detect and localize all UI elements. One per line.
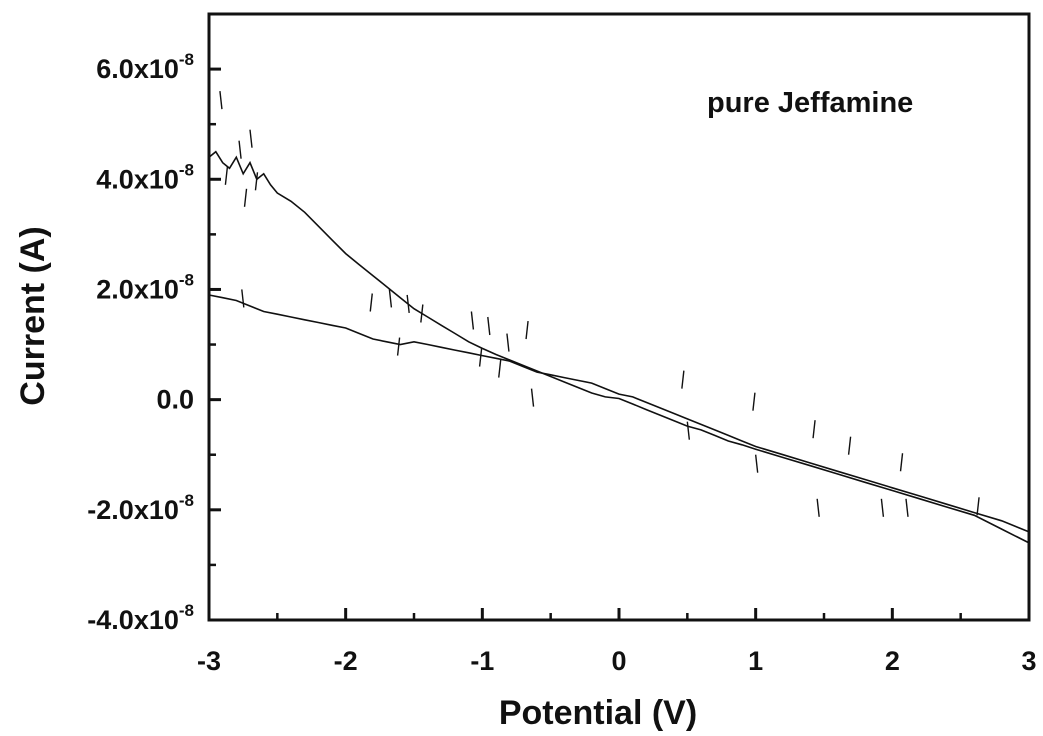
noise-spike [816, 498, 820, 517]
noise-spike [219, 91, 223, 110]
plot-lines [208, 91, 1030, 544]
noise-spike [686, 421, 691, 440]
noise-spike [506, 333, 510, 352]
noise-spike [396, 337, 401, 356]
y-tick-label: 0.0 [156, 385, 194, 415]
noise-spike [470, 311, 475, 330]
y-axis-ticks: -4.0x10-8 -2.0x10-8 0.0 2.0x10-8 4.0x10-8 6.0… [87, 12, 221, 635]
noise-spike [681, 370, 685, 389]
noise-spike [847, 436, 852, 455]
x-tick-label: -3 [197, 646, 221, 676]
y-tick-exponent: -8 [179, 160, 194, 179]
noise-spike [420, 304, 424, 323]
y-tick-label: 4.0x10-8 [96, 160, 194, 194]
noise-spike [899, 453, 904, 472]
noise-spike [752, 392, 756, 411]
x-tick-label: -1 [470, 646, 494, 676]
noise-spike [498, 359, 502, 378]
noise-spike [525, 320, 529, 340]
noise-spike [224, 166, 229, 185]
y-tick-exponent: -8 [179, 601, 194, 620]
y-axis-title: Current (A) [14, 226, 52, 405]
noise-spike [487, 316, 491, 336]
noise-spike [976, 497, 980, 516]
y-tick-label: -2.0x10-8 [87, 491, 194, 525]
x-tick-label: 1 [748, 646, 763, 676]
x-axis-ticks: -3 -2 -1 0 1 2 3 [197, 608, 1037, 676]
y-tick-label: 2.0x10-8 [96, 270, 194, 304]
x-tick-label: -2 [334, 646, 358, 676]
noise-spike [478, 348, 483, 367]
noise-spike [249, 129, 253, 148]
noise-spike [530, 388, 535, 407]
annotation-label: pure Jeffamine [707, 87, 913, 119]
noise-spike [254, 172, 259, 191]
noise-spike [880, 498, 885, 517]
x-tick-label: 0 [611, 646, 626, 676]
y-tick-exponent: -8 [179, 270, 194, 289]
noise-spike [905, 498, 909, 517]
x-axis-title: Potential (V) [499, 694, 697, 732]
noise-spike [369, 293, 373, 312]
noise-spike [812, 420, 816, 439]
noise-spike [241, 289, 245, 308]
x-tick-label: 3 [1021, 646, 1036, 676]
noise-spike [754, 454, 759, 473]
y-tick-exponent: -8 [179, 50, 194, 69]
x-tick-label: 2 [885, 646, 900, 676]
y-tick-exponent: -8 [179, 491, 194, 510]
noise-spike [243, 188, 248, 207]
y-tick-label: -4.0x10-8 [87, 601, 194, 635]
series-line-1 [208, 150, 1030, 544]
y-tick-label: 6.0x10-8 [96, 50, 194, 84]
series-line-2 [208, 294, 1030, 533]
noise-spike [406, 294, 410, 314]
noise-spike [388, 289, 393, 308]
noise-spike [238, 140, 242, 159]
